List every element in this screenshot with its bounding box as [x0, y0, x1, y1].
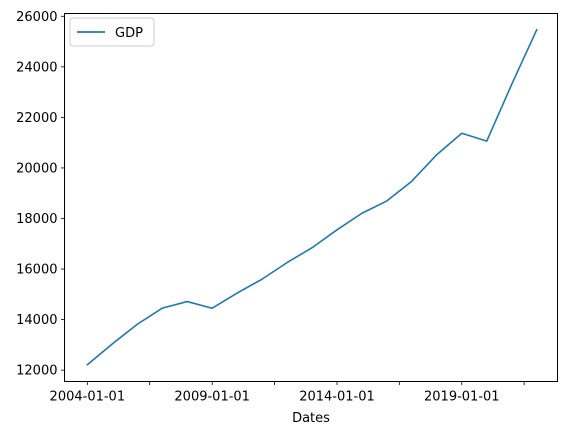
- y-tick-label: 22000: [16, 111, 57, 126]
- x-axis-label: Dates: [292, 411, 330, 426]
- y-tick-label: 16000: [16, 263, 57, 278]
- y-tick-label: 20000: [16, 161, 57, 176]
- legend-label-gdp: GDP: [115, 26, 143, 41]
- legend-box: [69, 17, 155, 47]
- x-tick-label: 2004-01-01: [50, 390, 126, 405]
- tick-marks: [61, 15, 525, 385]
- tick-labels: 12000 14000 16000 18000 20000 22000 24000 26000…: [16, 10, 499, 405]
- y-tick-label: 14000: [16, 313, 57, 328]
- legend: GDP: [69, 17, 155, 47]
- y-tick-label: 26000: [16, 10, 57, 25]
- axes-frame: [64, 13, 558, 382]
- plot-area: [86, 28, 538, 366]
- x-tick-label: 2009-01-01: [174, 390, 250, 405]
- y-tick-label: 24000: [16, 60, 57, 75]
- x-tick-label: 2019-01-01: [424, 390, 500, 405]
- y-tick-label: 12000: [16, 364, 57, 379]
- x-tick-label: 2014-01-01: [299, 390, 375, 405]
- y-tick-label: 18000: [16, 212, 57, 227]
